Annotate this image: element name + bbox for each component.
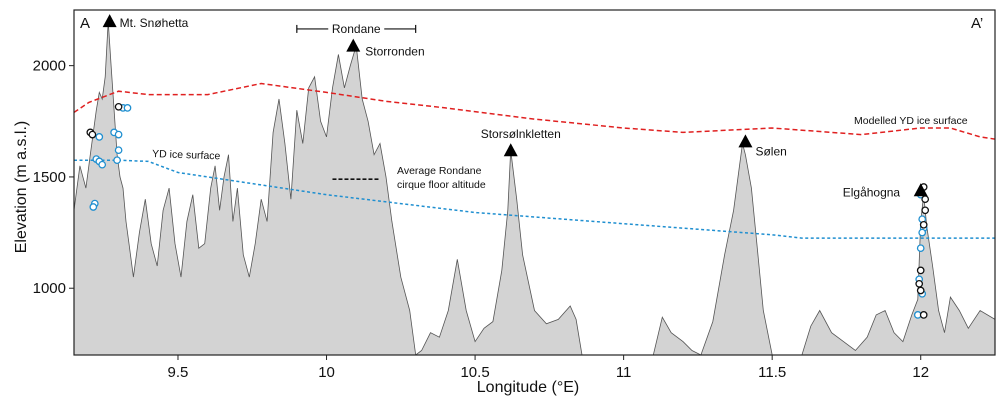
sample-point-black [88, 130, 97, 139]
sample-point-blue [918, 228, 927, 237]
peak-marker [913, 183, 928, 197]
sample-point-blue [114, 130, 123, 139]
peak-marker [102, 14, 117, 28]
axes: 9.5 10 10.5 11 11.5 12 1000 1500 2000 [33, 58, 929, 381]
peak-label: Storronden [365, 45, 424, 59]
peak-marker [503, 143, 518, 157]
yd-ice-surface-label: YD ice surface [152, 148, 221, 162]
annotation-layer: Modelled YD ice surface YD ice surface Ave… [86, 14, 968, 319]
sample-point-black [921, 195, 930, 204]
sample-point-blue [123, 104, 132, 112]
cirque-floor-label-line2: cirque floor altitude [397, 179, 486, 191]
sample-point-black [916, 286, 925, 295]
sample-point-black [921, 206, 930, 215]
sample-point-blue [89, 203, 98, 211]
y-tick-label: 1000 [33, 280, 66, 297]
plot-area [74, 21, 995, 355]
sample-point-black [916, 266, 925, 275]
y-tick-label: 1500 [33, 169, 66, 186]
x-tick-label: 11.5 [758, 364, 786, 381]
sample-point-black [919, 311, 928, 319]
sample-point-black [915, 279, 924, 288]
x-tick-label: 12 [912, 364, 929, 381]
y-tick-label: 2000 [33, 58, 66, 75]
section-start-label: A [80, 15, 90, 32]
sample-point-black [919, 220, 928, 229]
rondane-range-label: Rondane [332, 22, 381, 36]
peak-marker [346, 38, 361, 52]
plot-frame [73, 9, 996, 356]
cirque-floor-label-line1: Average Rondane [397, 165, 482, 177]
modelled-yd-ice-surface-line [74, 82, 995, 140]
peak-label: Storsølnkletten [481, 127, 561, 141]
sample-point-blue [114, 146, 123, 155]
sample-point-blue [98, 160, 107, 169]
peak-label: Elgåhogna [843, 185, 901, 199]
peak-label: Mt. Snøhetta [120, 16, 189, 30]
sample-point-blue [916, 244, 925, 253]
x-axis-title: Longitude (°E) [477, 379, 579, 396]
peak-marker [738, 134, 753, 148]
x-tick-label: 9.5 [168, 364, 189, 381]
terrain-area [74, 21, 995, 355]
x-tick-label: 11 [616, 364, 632, 381]
section-end-label: A’ [971, 15, 983, 32]
x-tick-label: 10.5 [460, 364, 489, 381]
peak-label: Sølen [755, 144, 786, 158]
sample-point-black [114, 102, 123, 111]
y-axis-title: Elevation (m a.s.l.) [13, 121, 30, 253]
modelled-yd-ice-surface-label: Modelled YD ice surface [854, 115, 968, 127]
sample-point-blue [113, 156, 121, 165]
x-tick-label: 10 [318, 364, 335, 381]
sample-point-blue [95, 133, 104, 141]
